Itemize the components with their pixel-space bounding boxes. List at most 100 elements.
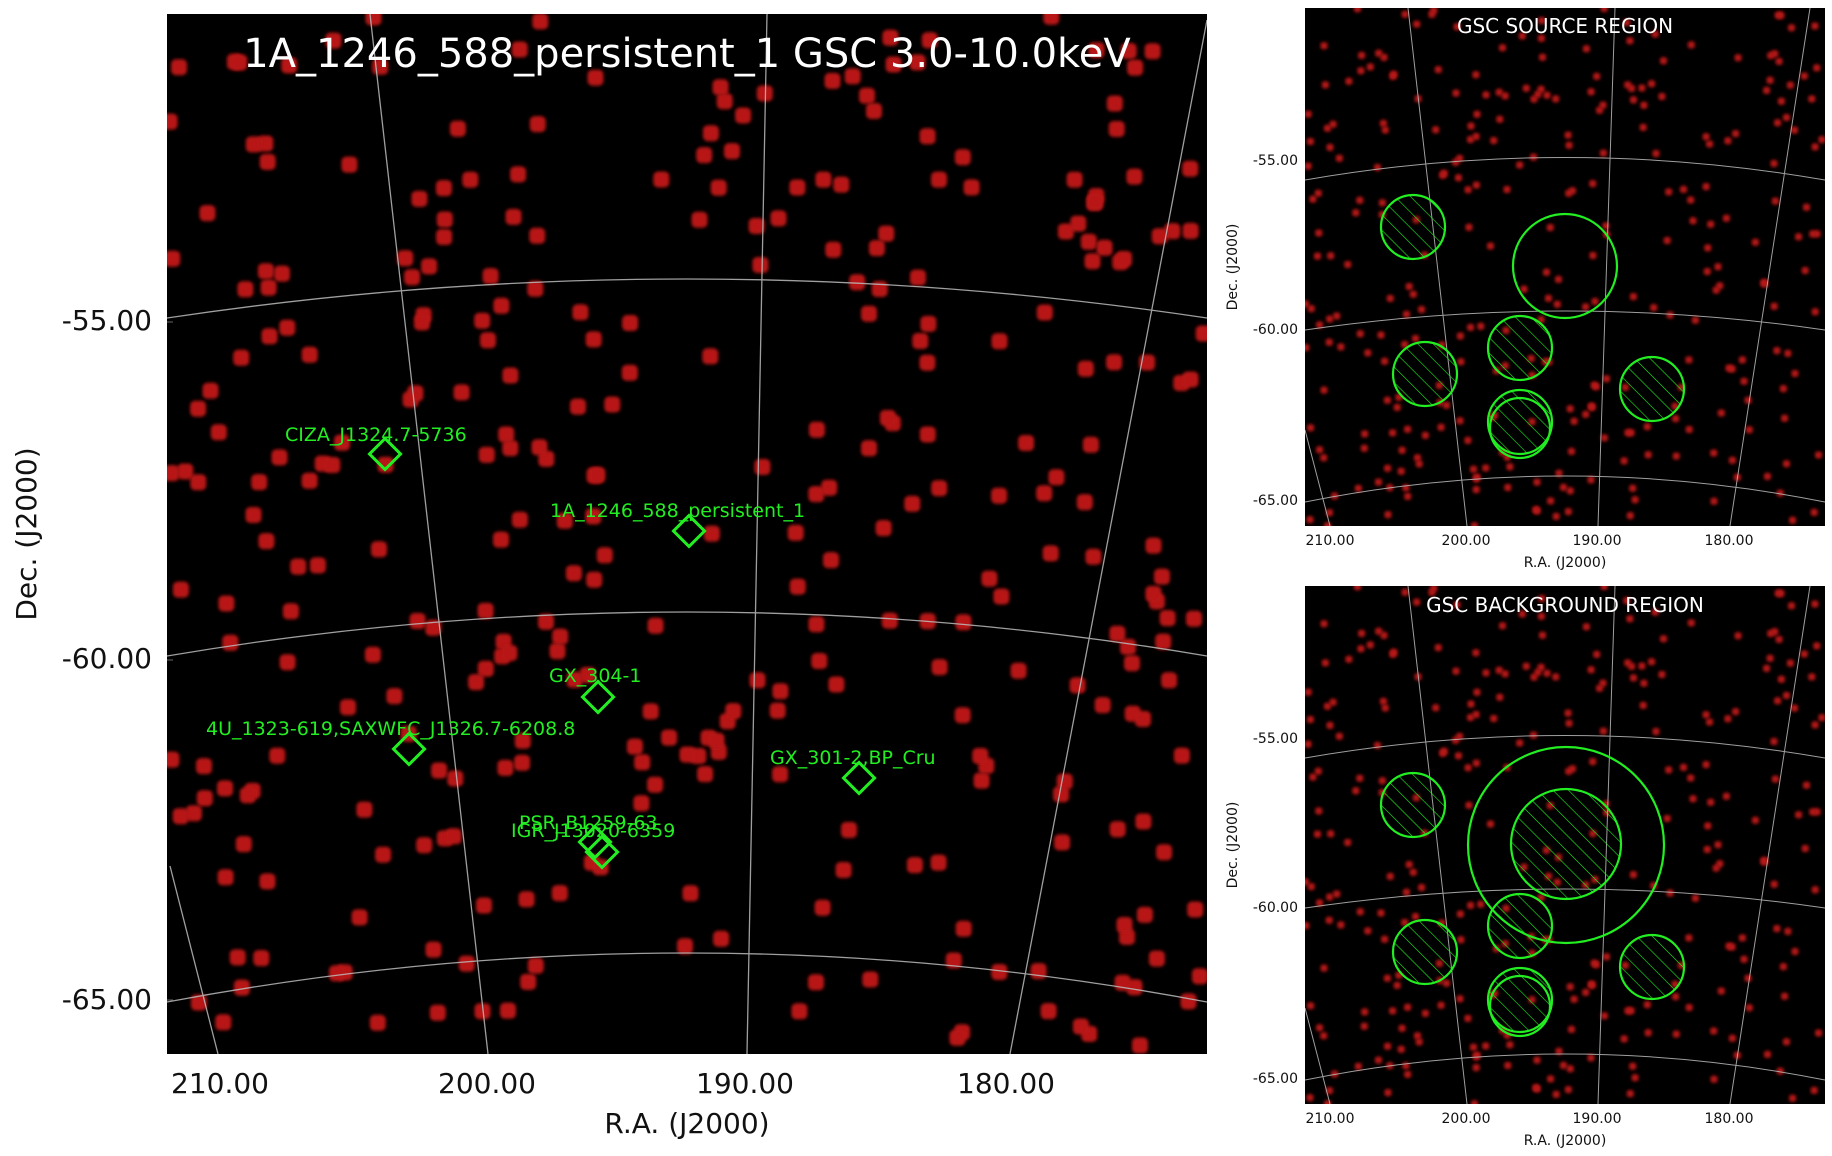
xray-source-blob bbox=[445, 828, 462, 845]
xray-source-blob bbox=[1629, 293, 1637, 301]
xray-source-blob bbox=[1379, 697, 1387, 705]
xray-source-blob bbox=[1569, 765, 1576, 773]
xray-source-blob bbox=[1145, 537, 1162, 554]
xray-source-blob bbox=[1329, 698, 1337, 706]
xray-source-blob bbox=[325, 32, 342, 49]
xray-source-blob bbox=[919, 354, 936, 371]
xray-source-blob bbox=[177, 463, 194, 480]
xray-source-blob bbox=[1088, 42, 1105, 59]
xray-source-blob bbox=[1774, 119, 1782, 127]
main-source-dots bbox=[167, 14, 1207, 1054]
xray-source-blob bbox=[1412, 335, 1419, 342]
xray-source-blob bbox=[421, 258, 438, 275]
xray-source-blob bbox=[1775, 635, 1783, 643]
xray-source-blob bbox=[1452, 667, 1460, 675]
xray-source-blob bbox=[1522, 84, 1530, 92]
background-y-label: Dec. (J2000) bbox=[1225, 802, 1241, 889]
xray-source-blob bbox=[949, 1029, 966, 1046]
xray-source-blob bbox=[1413, 20, 1421, 28]
xray-source-blob bbox=[1325, 916, 1333, 924]
xray-source-blob bbox=[1630, 96, 1637, 104]
xray-source-blob bbox=[1126, 168, 1143, 185]
xray-source-blob bbox=[1815, 1029, 1823, 1037]
xray-source-blob bbox=[1042, 545, 1059, 562]
xray-source-blob bbox=[1543, 268, 1550, 276]
xray-source-blob bbox=[260, 279, 277, 296]
xray-source-blob bbox=[217, 780, 233, 797]
xray-source-blob bbox=[1326, 893, 1334, 901]
xray-source-blob bbox=[1377, 331, 1385, 339]
xray-source-blob bbox=[1439, 749, 1447, 757]
background-y-tick: -60.00 bbox=[1253, 900, 1298, 916]
xray-source-blob bbox=[1728, 943, 1736, 951]
xray-source-blob bbox=[1080, 233, 1097, 250]
xray-source-blob bbox=[511, 511, 528, 528]
xray-source-blob bbox=[1414, 1032, 1421, 1040]
xray-source-blob bbox=[1345, 77, 1353, 85]
xray-source-blob bbox=[1154, 568, 1170, 585]
xray-source-blob bbox=[1810, 1086, 1818, 1094]
xray-source-blob bbox=[1717, 409, 1725, 417]
xray-source-blob bbox=[520, 973, 537, 990]
xray-source-blob bbox=[1570, 995, 1578, 1003]
xray-source-blob bbox=[912, 333, 929, 349]
xray-source-blob bbox=[1704, 244, 1712, 252]
hatched-exclusion-circle bbox=[1618, 355, 1686, 423]
xray-source-blob bbox=[1626, 512, 1634, 520]
xray-source-blob bbox=[551, 885, 568, 902]
xray-source-blob bbox=[425, 941, 442, 958]
xray-source-blob bbox=[257, 263, 274, 280]
xray-source-blob bbox=[500, 1002, 516, 1019]
xray-source-blob bbox=[1309, 773, 1317, 781]
xray-source-blob bbox=[702, 348, 719, 365]
xray-source-blob bbox=[1789, 516, 1797, 524]
xray-source-blob bbox=[1587, 1054, 1595, 1062]
xray-source-blob bbox=[1327, 252, 1335, 260]
xray-source-blob bbox=[1096, 239, 1113, 256]
xray-source-blob bbox=[1384, 464, 1392, 472]
xray-source-blob bbox=[1783, 460, 1790, 468]
xray-source-blob bbox=[1356, 196, 1364, 204]
xray-source-blob bbox=[904, 495, 921, 512]
xray-source-blob bbox=[453, 384, 470, 401]
xray-source-blob bbox=[1316, 899, 1324, 907]
xray-source-blob bbox=[1707, 798, 1715, 806]
xray-source-blob bbox=[1552, 1090, 1560, 1098]
xray-source-blob bbox=[1555, 275, 1562, 283]
xray-source-blob bbox=[1734, 54, 1742, 62]
xray-source-blob bbox=[1108, 121, 1125, 137]
xray-source-blob bbox=[1490, 715, 1498, 722]
xray-source-blob bbox=[1305, 740, 1312, 748]
xray-source-blob bbox=[1771, 775, 1779, 783]
xray-source-blob bbox=[1144, 43, 1161, 60]
xray-source-blob bbox=[1409, 290, 1417, 298]
xray-source-blob bbox=[811, 653, 828, 669]
xray-source-blob bbox=[1381, 357, 1389, 365]
xray-source-blob bbox=[1803, 781, 1810, 789]
xray-source-blob bbox=[1487, 242, 1494, 250]
xray-source-blob bbox=[1783, 1038, 1790, 1046]
xray-source-blob bbox=[1116, 917, 1133, 933]
xray-source-blob bbox=[1335, 154, 1343, 162]
xray-source-blob bbox=[1566, 1065, 1574, 1073]
xray-source-blob bbox=[1716, 282, 1724, 290]
xray-source-blob bbox=[1437, 1001, 1445, 1009]
xray-source-blob bbox=[1467, 122, 1475, 130]
xray-source-blob bbox=[1658, 671, 1666, 678]
xray-source-blob bbox=[1811, 22, 1819, 30]
xray-source-blob bbox=[1434, 66, 1442, 74]
xray-source-blob bbox=[1499, 44, 1506, 52]
xray-source-blob bbox=[565, 565, 582, 582]
xray-source-blob bbox=[1744, 396, 1752, 404]
xray-source-blob bbox=[1734, 632, 1742, 640]
xray-source-blob bbox=[1415, 460, 1423, 468]
xray-source-blob bbox=[1566, 405, 1574, 413]
source-label-gx301: GX_301-2,BP_Cru bbox=[770, 747, 936, 769]
xray-source-blob bbox=[1651, 30, 1659, 38]
xray-source-blob bbox=[1496, 693, 1504, 701]
xray-source-blob bbox=[1457, 936, 1465, 944]
xray-source-blob bbox=[1648, 80, 1656, 88]
xray-source-blob bbox=[1375, 1056, 1382, 1064]
xray-source-blob bbox=[171, 59, 187, 76]
xray-source-blob bbox=[202, 382, 219, 399]
